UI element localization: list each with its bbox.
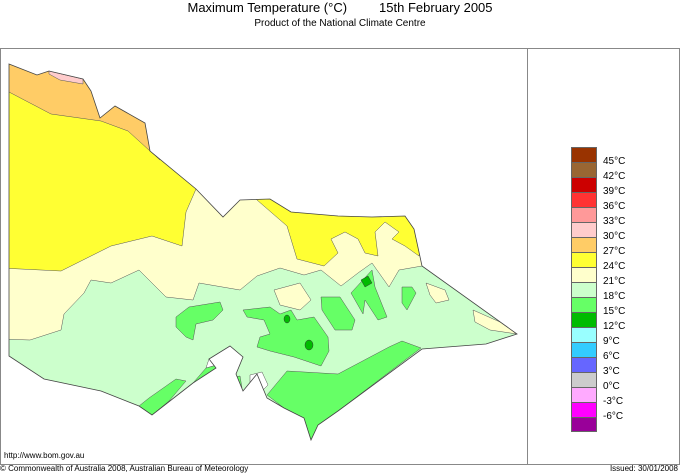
region-15-18-c: [401, 286, 417, 311]
legend-label: -3°C: [603, 396, 624, 407]
legend-swatch: [571, 267, 597, 282]
legend-label: 6°C: [603, 351, 620, 362]
legend-colorbar: [571, 147, 597, 432]
title-date: 15th February 2005: [379, 0, 493, 15]
legend-label: -6°C: [603, 411, 624, 422]
legend-swatch: [571, 252, 597, 267]
legend-label: 33°C: [603, 216, 626, 227]
legend-label: 39°C: [603, 186, 626, 197]
legend-label: 45°C: [603, 156, 626, 167]
region-15-18-central: [242, 306, 330, 367]
legend-label: 12°C: [603, 321, 626, 332]
legend-swatch: [571, 177, 597, 192]
legend-swatch: [571, 357, 597, 372]
legend-label: 42°C: [603, 171, 626, 182]
region-24-27-east: [273, 282, 517, 335]
legend-swatch: [571, 297, 597, 312]
legend-swatch: [571, 162, 597, 177]
legend-swatch: [571, 192, 597, 207]
legend-label: 9°C: [603, 336, 620, 347]
copyright: © Commonwealth of Australia 2008, Austra…: [0, 464, 249, 473]
legend-label: 24°C: [603, 261, 626, 272]
subtitle: Product of the National Climate Centre: [254, 18, 426, 29]
region-12-15-c: [304, 339, 314, 351]
legend-label: 15°C: [603, 306, 626, 317]
legend-swatch: [571, 342, 597, 357]
region-12-15-a: [360, 275, 373, 288]
legend-label: 18°C: [603, 291, 626, 302]
legend-swatch: [571, 327, 597, 342]
legend-swatch: [571, 372, 597, 387]
region-15-18-b: [350, 269, 388, 321]
legend-swatch: [571, 312, 597, 327]
legend-label: 30°C: [603, 231, 626, 242]
legend-label: 0°C: [603, 381, 620, 392]
legend-swatch: [571, 222, 597, 237]
legend-label: 27°C: [603, 246, 626, 257]
issued-date: Issued: 30/01/2008: [609, 464, 678, 473]
legend-swatch: [571, 387, 597, 402]
title-text: Maximum Temperature (°C): [187, 0, 348, 15]
website-url[interactable]: http://www.bom.gov.au: [4, 451, 85, 460]
legend-swatch: [571, 282, 597, 297]
legend-label: 3°C: [603, 366, 620, 377]
region-15-18-west: [175, 301, 224, 341]
legend-label: 21°C: [603, 276, 626, 287]
region-12-15-b: [283, 314, 291, 324]
region-15-18-a: [320, 296, 356, 331]
frame-divider: [527, 48, 528, 464]
legend-swatch: [571, 402, 597, 417]
legend-swatch: [571, 417, 597, 432]
legend-swatch: [571, 207, 597, 222]
map-title: Maximum Temperature (°C) 15th February 20…: [0, 0, 680, 16]
legend-swatch: [571, 147, 597, 162]
legend-label: 36°C: [603, 201, 626, 212]
legend-swatch: [571, 237, 597, 252]
